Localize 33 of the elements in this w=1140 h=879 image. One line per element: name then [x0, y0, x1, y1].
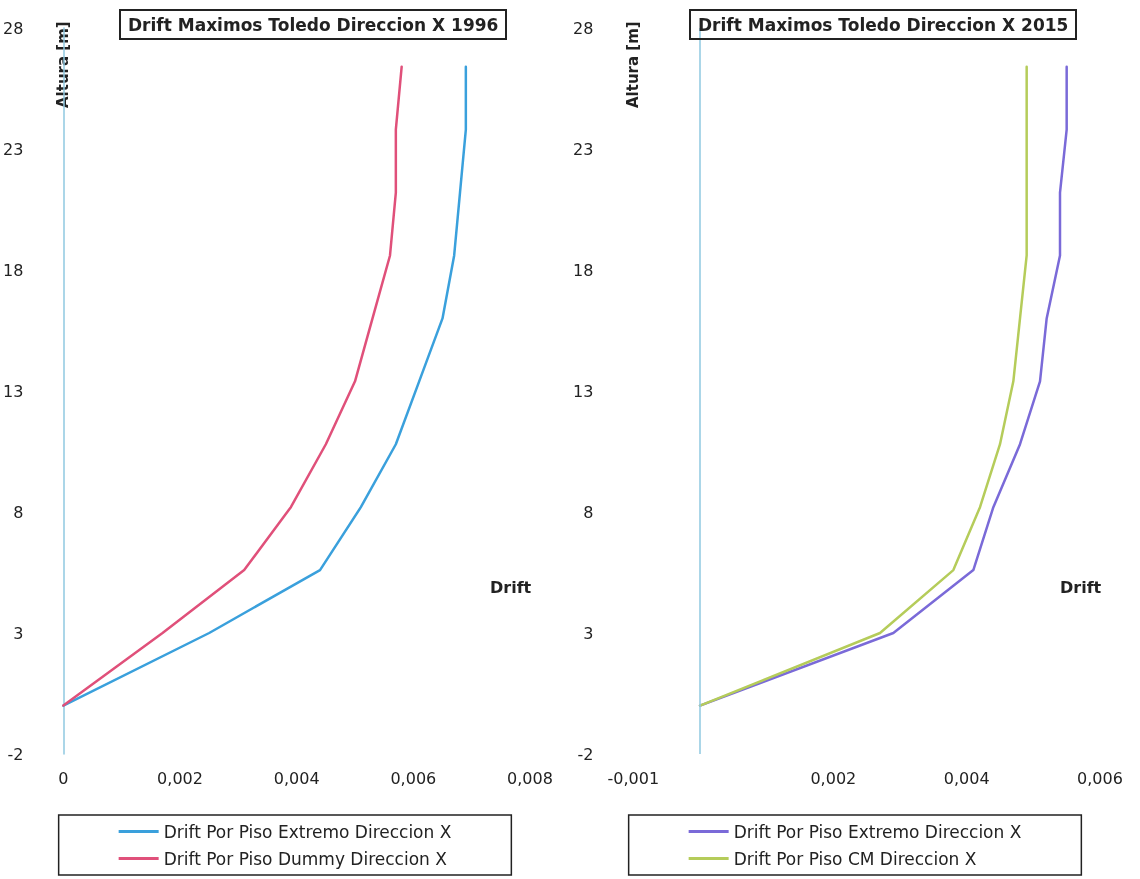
legend-label: Drift Por Piso Extremo Direccion X	[163, 821, 452, 842]
x-tick-label: 0,004	[943, 768, 990, 788]
x-tick-label: 0,006	[390, 768, 437, 788]
legend-label: Drift Por Piso Dummy Direccion X	[163, 848, 448, 869]
y-tick-label: 23	[573, 139, 594, 159]
x-axis-title: Drift	[1060, 578, 1102, 598]
legend-label: Drift Por Piso CM Direccion X	[733, 848, 977, 869]
x-tick-label: 0,008	[507, 768, 553, 788]
y-tick-label: 13	[573, 381, 594, 401]
y-tick-label: 28	[3, 18, 24, 38]
y-tick-label: 8	[583, 502, 594, 522]
y-tick-label: 3	[13, 623, 24, 643]
y-tick-label: -2	[7, 744, 24, 764]
chart-title: Drift Maximos Toledo Direccion X 2015	[698, 14, 1069, 35]
x-tick-label: 0	[58, 768, 69, 788]
legend-label: Drift Por Piso Extremo Direccion X	[733, 821, 1022, 842]
chart-title: Drift Maximos Toledo Direccion X 1996	[128, 14, 499, 35]
y-axis-title: Altura [m]	[54, 21, 73, 108]
x-tick-label: -0,001	[607, 768, 660, 788]
y-tick-label: 8	[13, 502, 24, 522]
y-tick-label: 3	[583, 623, 594, 643]
x-tick-label: 0,006	[1077, 768, 1123, 788]
y-tick-label: 13	[3, 381, 24, 401]
x-tick-label: 0,004	[273, 768, 320, 788]
y-tick-label: 18	[3, 260, 24, 280]
x-tick-label: 0,002	[810, 768, 857, 788]
y-axis-title: Altura [m]	[624, 21, 643, 108]
y-tick-label: 28	[573, 18, 594, 38]
y-tick-label: -2	[577, 744, 594, 764]
y-tick-label: 18	[573, 260, 594, 280]
x-axis-title: Drift	[490, 578, 532, 598]
y-tick-label: 23	[3, 139, 24, 159]
x-tick-label: 0,002	[157, 768, 203, 788]
